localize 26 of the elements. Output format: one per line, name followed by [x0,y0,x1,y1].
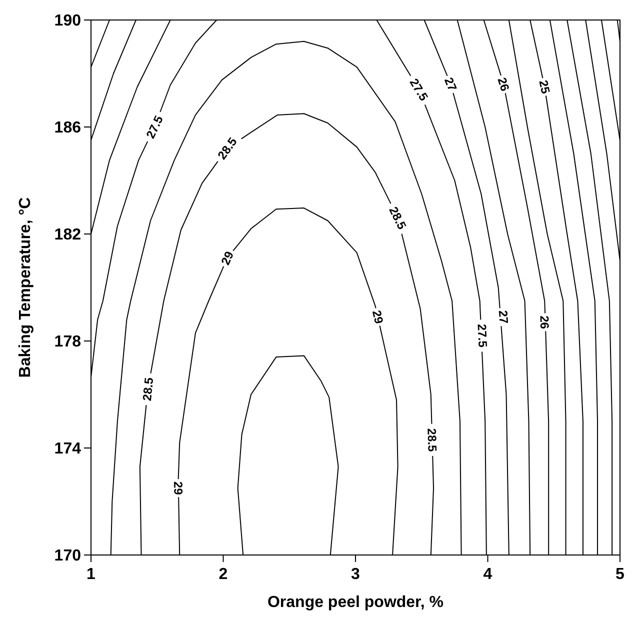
annotation: 29 [369,308,386,326]
annotation: 27.5 [474,324,490,348]
x-tick-label: 1 [86,566,96,583]
annotation: 26 [494,76,512,94]
x-tick-label: 5 [616,566,625,583]
y-tick-label: 174 [54,440,82,458]
annotation: 28.5 [386,204,410,232]
y-tick-label: 170 [54,548,82,565]
annotation: 27 [496,310,511,324]
y-tick-label: 178 [54,334,82,351]
annotation: 28.5 [140,376,156,402]
y-axis-title: Baking Temperature, °C [17,196,34,378]
y-tick-label: 190 [54,12,82,30]
annotation: 29 [170,481,186,496]
annotation: 28.5 [424,428,440,452]
x-tick-label: 2 [218,566,228,583]
y-tick-label: 186 [54,120,82,137]
x-tick-label: 4 [483,566,492,583]
annotation: 27.5 [143,113,166,141]
annotation: 27 [442,75,460,94]
x-tick-label: 3 [351,566,360,583]
annotation: 25 [536,78,553,96]
x-axis-title: Orange peel powder, % [267,594,444,611]
annotation: 26 [537,315,552,330]
annotation: 29 [218,248,237,268]
y-tick-label: 182 [54,226,82,244]
